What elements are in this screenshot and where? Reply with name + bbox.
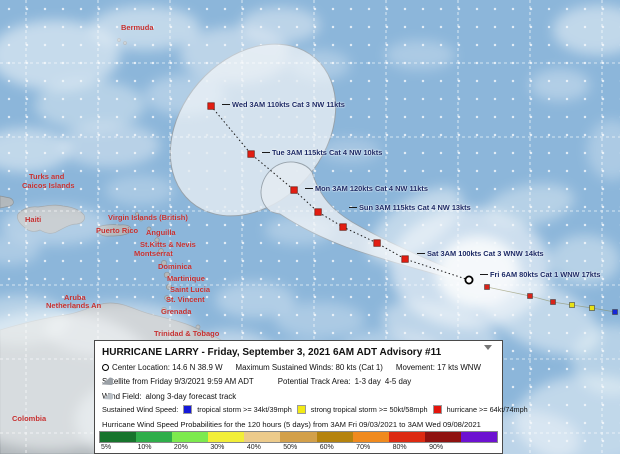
- map-place-label: Aruba: [64, 293, 86, 302]
- past-track-point: [484, 284, 490, 290]
- satellite-info-text: Satellite from Friday 9/3/2021 9:59 AM A…: [102, 377, 254, 386]
- panel-collapse-icon[interactable]: [484, 345, 492, 350]
- forecast-track-point[interactable]: [401, 255, 409, 263]
- forecast-point-label: Fri 6AM 80kts Cat 1 WNW 17kts: [480, 271, 600, 278]
- legend-color-swatch: [183, 405, 193, 414]
- map-place-label: Dominica: [158, 262, 192, 271]
- label-connector-line: [222, 104, 230, 106]
- probability-tick-label: 90%: [429, 444, 444, 451]
- forecast-point-label: Mon 3AM 120kts Cat 4 NW 11kts: [305, 185, 428, 192]
- probability-bar-segment: [460, 432, 498, 442]
- forecast-track-point[interactable]: [339, 223, 347, 231]
- label-connector-line: [262, 152, 270, 154]
- map-place-label: Turks and: [29, 172, 65, 181]
- probability-bar-segment: [388, 432, 425, 442]
- forecast-track-point[interactable]: [290, 186, 298, 194]
- label-connector-line: [417, 253, 425, 255]
- map-place-label: Netherlands An: [46, 301, 102, 310]
- probability-tick-label: 5%: [101, 444, 112, 451]
- probability-tick-label: 70%: [356, 444, 371, 451]
- past-track-point: [569, 302, 575, 308]
- hurricane-cloud-core: [436, 236, 520, 308]
- map-place-label: St. Vincent: [166, 295, 205, 304]
- forecast-track-point[interactable]: [314, 208, 322, 216]
- map-place-label: Montserrat: [134, 249, 173, 258]
- map-place-label: Grenada: [161, 307, 192, 316]
- forecast-track-point[interactable]: [247, 150, 255, 158]
- past-track-point: [589, 305, 595, 311]
- map-place-label: Anguilla: [146, 228, 176, 237]
- advisory-title: HURRICANE LARRY - Friday, September 3, 2…: [102, 347, 442, 358]
- probability-bar-segment: [208, 432, 245, 442]
- probability-bar-segment: [136, 432, 173, 442]
- forecast-point-label: Tue 3AM 115kts Cat 4 NW 10kts: [262, 149, 382, 156]
- legend-item-label: tropical storm >= 34kt/39mph: [197, 405, 292, 414]
- cone-4-5-day-icon: [102, 377, 113, 386]
- past-track-point: [527, 293, 533, 299]
- forecast-track-point[interactable]: [373, 239, 381, 247]
- probability-tick-label: 80%: [392, 444, 407, 451]
- forecast-point-label: Sat 3AM 100kts Cat 3 WNW 14kts: [417, 250, 544, 257]
- pta-4-5-day-label: 4-5 day: [384, 377, 412, 386]
- probability-bar-segment: [316, 432, 353, 442]
- map-place-label: Puerto Rico: [96, 226, 139, 235]
- advisory-panel: HURRICANE LARRY - Friday, September 3, 2…: [94, 340, 528, 454]
- movement-text: Movement: 17 kts WNW: [395, 363, 481, 372]
- center-location-icon: [102, 364, 109, 371]
- label-connector-line: [349, 207, 357, 209]
- probability-color-bar: [99, 431, 498, 443]
- map-place-label: Martinique: [167, 274, 205, 283]
- probability-bar-segment: [244, 432, 281, 442]
- map-place-label: Caicos Islands: [22, 181, 75, 190]
- wind-speed-legend-label: Sustained Wind Speed:: [102, 405, 179, 414]
- probability-bar-segment: [352, 432, 389, 442]
- center-location-text: Center Location: 14.6 N 38.9 W: [112, 363, 223, 372]
- current-position-marker[interactable]: [464, 275, 474, 285]
- pta-1-3-day-label: 1-3 day: [354, 377, 381, 386]
- map-place-label: Haiti: [25, 215, 42, 224]
- legend-color-swatch: [296, 405, 306, 414]
- probability-title: Hurricane Wind Speed Probabilities for t…: [102, 420, 481, 429]
- label-connector-line: [480, 274, 488, 276]
- forecast-track-point[interactable]: [207, 102, 215, 110]
- wind-field-value: along 3-day forecast track: [145, 392, 237, 401]
- land-cuba-tip: [0, 195, 14, 209]
- map-place-label: St.Kitts & Nevis: [140, 240, 196, 249]
- max-winds-text: Maximum Sustained Winds: 80 kts (Cat 1): [235, 363, 383, 372]
- legend-item-label: hurricane >= 64kt/74mph: [446, 405, 528, 414]
- map-place-label: Trinidad & Tobago: [154, 329, 220, 338]
- probability-tick-label: 20%: [173, 444, 188, 451]
- cone-1-3-day-icon: [103, 377, 113, 385]
- probability-bar-segment: [424, 432, 461, 442]
- track-layer: [207, 102, 618, 315]
- past-track-point: [612, 309, 618, 315]
- probability-bar-segment: [280, 432, 317, 442]
- map-place-label: Virgin Islands (British): [108, 213, 188, 222]
- probability-tick-label: 60%: [319, 444, 334, 451]
- probability-tick-label: 50%: [283, 444, 298, 451]
- past-track-point: [550, 299, 556, 305]
- legend-color-swatch: [432, 405, 442, 414]
- probability-bar-segment: [172, 432, 209, 442]
- map-place-label: Colombia: [12, 414, 47, 423]
- probability-tick-label: 10%: [137, 444, 152, 451]
- wind-field-icon: [103, 392, 113, 400]
- map-place-label: Saint Lucia: [170, 285, 211, 294]
- map-place-label: Bermuda: [121, 23, 154, 32]
- wind-field-label: Wind Field:: [102, 392, 142, 401]
- probability-bar-labels: 5% 10% 20% 30% 40% 50% 60% 70% 80% 90%: [99, 444, 498, 453]
- probability-tick-label: 30%: [210, 444, 225, 451]
- probability-tick-label: 40%: [246, 444, 261, 451]
- potential-track-area-label: Potential Track Area:: [277, 377, 351, 386]
- forecast-point-label: Sun 3AM 115kts Cat 4 NW 13kts: [349, 204, 471, 211]
- label-connector-line: [305, 188, 313, 190]
- forecast-point-label: Wed 3AM 110kts Cat 3 NW 11kts: [222, 101, 345, 108]
- probability-bar-segment: [100, 432, 137, 442]
- legend-item-label: strong tropical storm >= 50kt/58mph: [310, 405, 428, 414]
